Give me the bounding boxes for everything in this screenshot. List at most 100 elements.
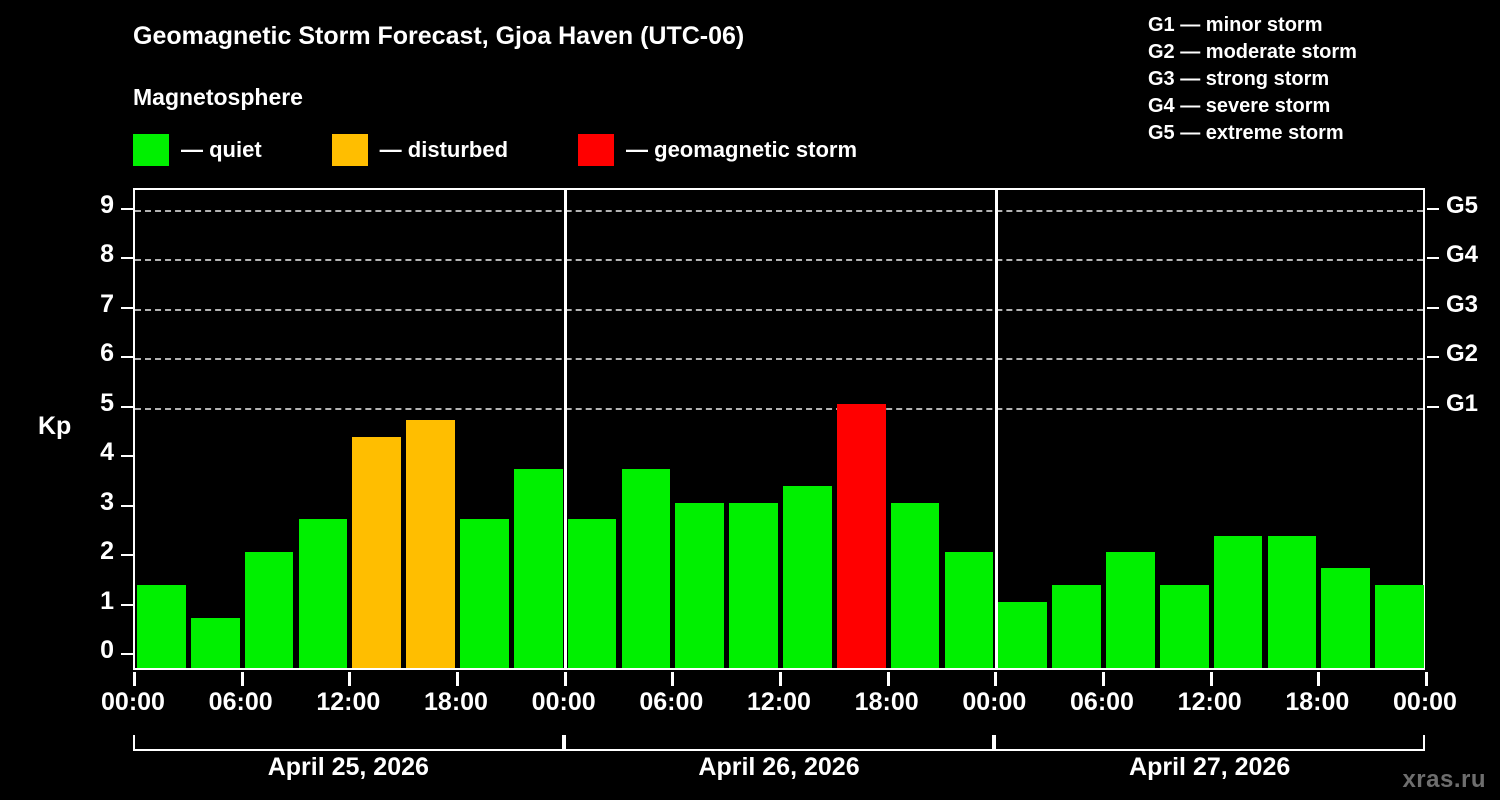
y-axis-tick-label: 2 — [100, 537, 114, 566]
gridline — [135, 259, 1423, 262]
y-axis-tick-label: 5 — [100, 388, 114, 417]
bar — [998, 601, 1048, 668]
bar — [460, 518, 509, 668]
y-axis-tick-mark — [121, 405, 133, 408]
watermark: xras.ru — [1402, 766, 1486, 793]
x-axis-tick-label: 12:00 — [747, 688, 811, 716]
x-axis-tick-label: 06:00 — [639, 688, 704, 716]
day-bracket — [994, 735, 1425, 751]
legend-entry: — quiet — [133, 133, 262, 167]
plot-inner — [135, 190, 1424, 668]
gridline — [135, 407, 1423, 410]
x-axis-tick-label: 00:00 — [531, 688, 596, 716]
y-axis-tick-label: 8 — [100, 240, 114, 269]
y-axis-tick-label: 9 — [100, 190, 114, 219]
x-axis-tick-mark — [779, 672, 782, 686]
right-axis-tick-label: G1 — [1446, 389, 1479, 417]
legend-entry: — geomagnetic storm — [578, 133, 857, 167]
gscale-legend-line: G2 — moderate storm — [1148, 41, 1357, 63]
bar — [244, 552, 294, 668]
bar — [1267, 535, 1317, 668]
x-axis-tick-label: 06:00 — [208, 688, 273, 716]
bar — [1375, 585, 1424, 668]
bar — [1213, 535, 1263, 668]
right-axis-tick-mark — [1427, 405, 1439, 408]
right-axis-tick-label: G2 — [1446, 340, 1479, 368]
x-axis-tick-mark — [240, 672, 244, 686]
right-axis-tick-mark — [1427, 207, 1439, 210]
page-title: Geomagnetic Storm Forecast, Gjoa Haven (… — [133, 22, 745, 50]
x-axis-tick-mark — [456, 672, 459, 686]
day-bracket — [563, 735, 995, 751]
day-date-label: April 26, 2026 — [698, 753, 860, 781]
right-axis-tick-label: G3 — [1446, 290, 1479, 318]
gscale-legend: G1 — minor storm G2 — moderate storm G3 — … — [1148, 12, 1478, 147]
section-label-magnetosphere: Magnetosphere — [133, 84, 303, 110]
x-axis-tick-mark — [671, 672, 675, 686]
legend-entry: — disturbed — [331, 133, 509, 167]
bar — [1052, 585, 1101, 668]
y-axis-tick-label: 6 — [100, 339, 114, 368]
color-legend: — quiet — disturbed — geomagnetic storm — [133, 133, 857, 167]
right-axis-tick-label: G4 — [1446, 241, 1479, 269]
x-axis-tick-mark — [994, 672, 998, 686]
x-axis-tick-label: 18:00 — [1285, 688, 1350, 716]
bar — [836, 403, 886, 668]
y-axis-tick-mark — [121, 554, 133, 557]
bar — [1106, 552, 1155, 668]
x-axis-tick-mark — [1425, 672, 1428, 686]
day-divider — [564, 190, 568, 668]
bar — [513, 469, 563, 668]
y-axis-title: Kp — [38, 412, 72, 440]
x-axis-tick-mark — [886, 672, 890, 686]
x-axis-tick-mark — [1209, 672, 1213, 686]
bar — [729, 502, 778, 668]
x-axis-tick-label: 18:00 — [424, 688, 488, 716]
bar — [1321, 568, 1371, 668]
gscale-legend-line: G5 — extreme storm — [1148, 122, 1344, 144]
bar — [1159, 585, 1209, 668]
y-axis-tick-mark — [121, 455, 133, 458]
bar — [137, 585, 186, 668]
x-axis-tick-mark — [1317, 672, 1321, 686]
bar — [944, 552, 994, 668]
bar — [890, 502, 940, 668]
x-axis-tick-label: 18:00 — [854, 688, 919, 716]
x-axis-tick-mark — [348, 672, 352, 686]
x-axis-tick-label: 12:00 — [1177, 688, 1242, 716]
y-axis-tick-mark — [121, 504, 133, 507]
gridline — [135, 308, 1423, 311]
x-axis-tick-label: 12:00 — [316, 688, 381, 716]
legend-swatch-icon — [331, 134, 368, 166]
bar — [298, 518, 348, 668]
gscale-legend-line: G4 — severe storm — [1148, 95, 1331, 117]
bar — [352, 436, 402, 668]
bar — [190, 617, 240, 668]
gridline — [135, 358, 1423, 361]
legend-label: — disturbed — [379, 137, 509, 162]
y-axis-tick-mark — [121, 653, 133, 655]
y-axis-tick-mark — [121, 207, 133, 210]
day-bracket — [133, 735, 564, 751]
right-axis-tick-mark — [1427, 356, 1439, 359]
y-axis-tick-label: 1 — [100, 586, 114, 615]
gridline — [135, 209, 1423, 212]
day-date-label: April 27, 2026 — [1129, 753, 1291, 781]
x-axis-tick-label: 00:00 — [101, 688, 165, 716]
day-divider — [994, 190, 998, 668]
x-axis-tick-label: 06:00 — [1070, 688, 1134, 716]
right-axis-tick-mark — [1427, 306, 1439, 309]
y-axis-tick-mark — [121, 603, 133, 606]
gscale-legend-line: G3 — strong storm — [1148, 68, 1330, 90]
plot-area — [133, 188, 1425, 670]
x-axis-tick-mark — [1102, 672, 1105, 686]
y-axis-tick-label: 4 — [100, 438, 114, 467]
bar — [783, 486, 832, 668]
y-axis-tick-mark — [121, 257, 133, 260]
bar — [406, 419, 455, 668]
legend-label: — quiet — [181, 137, 262, 162]
legend-swatch-icon — [133, 134, 169, 166]
y-axis-tick-label: 0 — [100, 636, 114, 664]
bar — [567, 518, 617, 668]
y-axis-tick-label: 7 — [100, 289, 114, 318]
